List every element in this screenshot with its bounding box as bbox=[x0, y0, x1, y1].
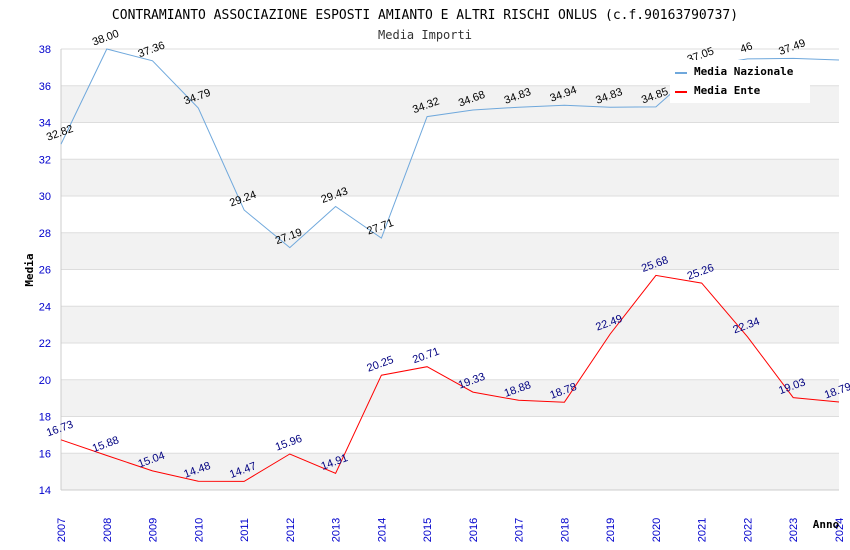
grid-band bbox=[61, 379, 839, 417]
grid-band bbox=[61, 306, 839, 343]
y-tick-label: 32 bbox=[39, 154, 51, 166]
x-tick-label: 2007 bbox=[56, 518, 68, 542]
legend-box bbox=[670, 60, 810, 103]
x-tick-label: 2013 bbox=[331, 518, 343, 542]
grid-band bbox=[61, 453, 839, 490]
data-label-ente: 15.88 bbox=[91, 434, 121, 455]
chart-title: CONTRAMIANTO ASSOCIAZIONE ESPOSTI AMIANT… bbox=[112, 8, 738, 23]
data-label-ente: 20.25 bbox=[365, 354, 395, 375]
x-ticks: 2007 2008 2009 2010 2011 2012 2013 2014 2015 2016… bbox=[56, 518, 846, 542]
y-axis-title: Media bbox=[23, 253, 36, 286]
x-tick-label: 2009 bbox=[148, 518, 160, 542]
y-tick-label: 38 bbox=[39, 44, 51, 56]
x-tick-label: 2019 bbox=[605, 518, 617, 542]
y-tick-label: 30 bbox=[39, 191, 51, 203]
data-label-nazionale: 37.36 bbox=[137, 40, 167, 61]
y-tick-label: 36 bbox=[39, 81, 51, 93]
x-tick-label: 2017 bbox=[514, 518, 526, 542]
legend-label-nazionale: Media Nazionale bbox=[694, 65, 794, 78]
x-tick-label: 2021 bbox=[697, 518, 709, 542]
y-tick-label: 24 bbox=[39, 301, 51, 313]
grid-bands bbox=[61, 85, 839, 490]
x-tick-label: 2011 bbox=[239, 518, 251, 542]
axes bbox=[60, 49, 839, 491]
data-label-ente: 20.71 bbox=[411, 346, 441, 367]
y-ticks: 14 16 18 20 22 24 26 28 30 32 34 36 38 bbox=[39, 44, 51, 497]
y-tick-label: 16 bbox=[39, 448, 51, 460]
grid-lines bbox=[61, 48, 839, 491]
data-label-ente: 15.96 bbox=[274, 433, 304, 454]
x-tick-label: 2012 bbox=[285, 518, 297, 542]
grid-band bbox=[61, 232, 839, 270]
x-tick-label: 2008 bbox=[102, 518, 114, 542]
y-tick-label: 34 bbox=[39, 118, 51, 130]
y-tick-label: 18 bbox=[39, 412, 51, 424]
data-label-nazionale: 37.49 bbox=[777, 37, 807, 58]
y-tick-label: 26 bbox=[39, 265, 51, 277]
y-tick-label: 22 bbox=[39, 338, 51, 350]
x-tick-label: 2014 bbox=[376, 518, 388, 542]
grid-band bbox=[61, 159, 839, 196]
y-tick-label: 14 bbox=[39, 485, 51, 497]
x-tick-label: 2022 bbox=[742, 518, 754, 542]
data-label-nazionale: 38.00 bbox=[91, 28, 121, 49]
y-tick-label: 20 bbox=[39, 375, 51, 387]
x-tick-label: 2023 bbox=[788, 518, 800, 542]
x-axis-title: Anno bbox=[813, 518, 840, 531]
legend-label-ente: Media Ente bbox=[694, 84, 761, 97]
x-tick-label: 2024 bbox=[834, 518, 846, 542]
legend: Media Nazionale Media Ente bbox=[670, 60, 810, 103]
y-tick-label: 28 bbox=[39, 228, 51, 240]
chart-subtitle: Media Importi bbox=[378, 28, 472, 42]
x-tick-label: 2020 bbox=[651, 518, 663, 542]
x-tick-label: 2015 bbox=[422, 518, 434, 542]
x-tick-label: 2016 bbox=[468, 518, 480, 542]
data-label-nazionale: 46 bbox=[739, 40, 755, 55]
x-tick-label: 2010 bbox=[193, 518, 205, 542]
x-tick-label: 2018 bbox=[559, 518, 571, 542]
series-line-ente bbox=[60, 274, 840, 482]
